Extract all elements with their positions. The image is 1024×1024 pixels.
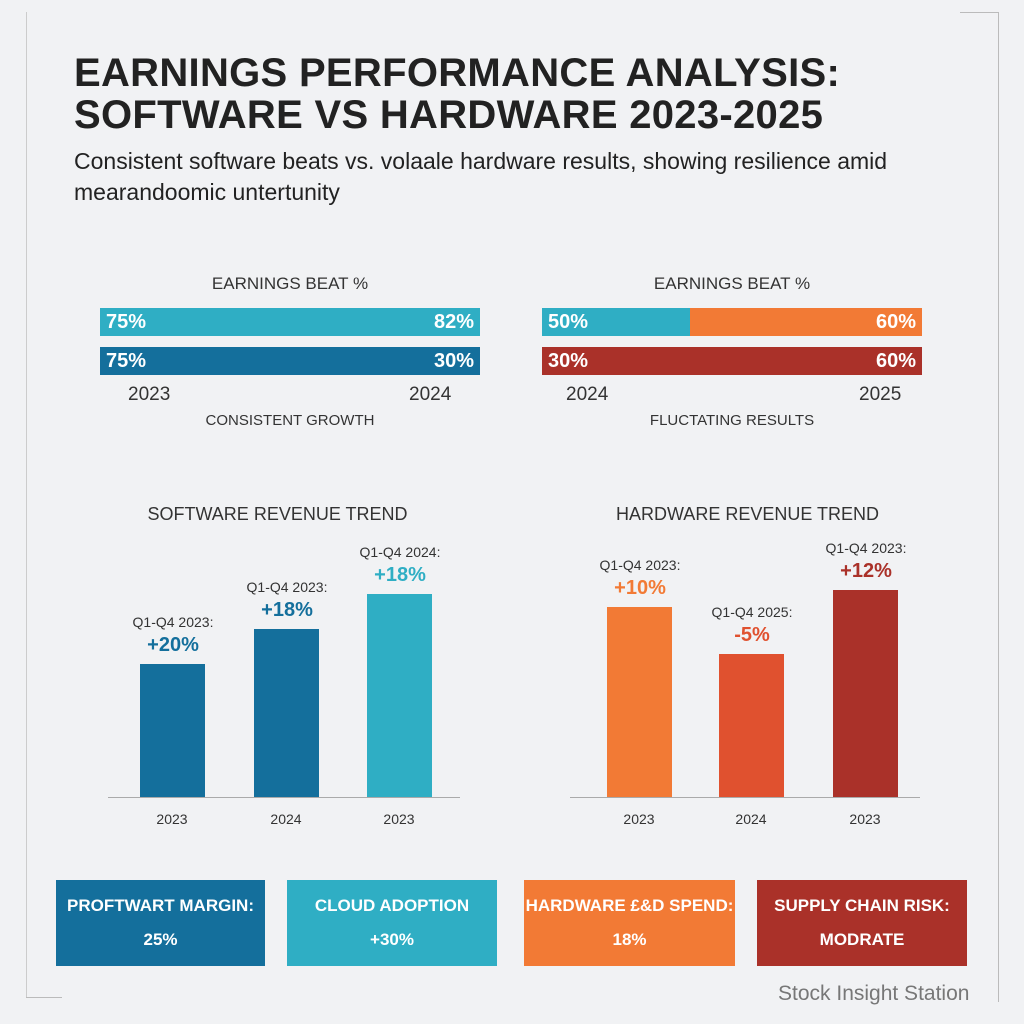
year-label: 2023: [128, 384, 171, 405]
bar-period-label: Q1-Q4 2023:: [825, 540, 907, 556]
frame-line: [26, 997, 62, 998]
x-tick-label: 2023: [383, 811, 415, 827]
kpi-value: +30%: [370, 930, 414, 949]
kpi-label: SUPPLY CHAIN RISK:: [774, 896, 950, 915]
year-label: 2024: [566, 384, 609, 405]
year-label: 2024: [409, 384, 452, 405]
bar-value-label: +18%: [374, 564, 426, 586]
beat-bar-software-1: 75% 82%: [100, 308, 480, 336]
bar-right-value: 60%: [875, 310, 916, 333]
bar-right-value: 60%: [875, 349, 916, 372]
bar-period-label: Q1-Q4 2024:: [359, 544, 441, 560]
bar-period-label: Q1-Q4 2023:: [132, 614, 214, 630]
kpi-card: PROFTWART MARGIN: 25%: [56, 880, 265, 966]
bar-value-label: +12%: [840, 560, 892, 582]
x-tick-label: 2023: [156, 811, 188, 827]
bar-period-label: Q1-Q4 2025:: [711, 604, 793, 620]
bar-value-label: +20%: [147, 634, 199, 656]
x-tick-label: 2023: [849, 811, 881, 827]
kpi-value: MODRATE: [819, 930, 905, 949]
revenue-bar: [140, 664, 205, 797]
bar-value-label: -5%: [734, 624, 770, 646]
revenue-bar: [367, 594, 432, 797]
bar-period-label: Q1-Q4 2023:: [599, 557, 681, 573]
software-trend-title: SOFTWARE REVENUE TREND: [147, 504, 408, 524]
beat-bar-hardware-2: 30% 60%: [542, 347, 922, 375]
brand-watermark: Stock Insight Station: [778, 982, 970, 1005]
beat-caption-software: CONSISTENT GROWTH: [205, 412, 375, 429]
kpi-card: HARDWARE £&D SPEND: 18%: [524, 880, 735, 966]
bar-value-label: +10%: [614, 577, 666, 599]
bar-right-value: 82%: [433, 310, 474, 333]
bar-period-label: Q1-Q4 2023:: [246, 579, 328, 595]
revenue-bar: [607, 607, 672, 797]
bar-right-value: 30%: [433, 349, 474, 372]
page-title: EARNINGS PERFORMANCE ANALYSIS: SOFTWARE …: [74, 52, 840, 136]
kpi-card: CLOUD ADOPTION +30%: [287, 880, 497, 966]
beat-bar-software-2: 75% 30%: [100, 347, 480, 375]
bar-left-value: 75%: [106, 310, 147, 333]
hardware-x-axis: [570, 797, 920, 798]
kpi-card: SUPPLY CHAIN RISK: MODRATE: [757, 880, 967, 966]
frame-line: [998, 12, 999, 1002]
title-line-2: SOFTWARE VS HARDWARE 2023-2025: [74, 93, 824, 137]
bar-left-value: 30%: [548, 349, 589, 372]
revenue-bar: [833, 590, 898, 797]
frame-line: [26, 12, 27, 997]
frame-line: [960, 12, 998, 13]
kpi-value: 25%: [143, 930, 178, 949]
x-tick-label: 2024: [735, 811, 767, 827]
x-tick-label: 2024: [270, 811, 302, 827]
subtitle: Consistent software beats vs. volaale ha…: [74, 148, 888, 205]
title-line-1: EARNINGS PERFORMANCE ANALYSIS:: [74, 51, 841, 95]
beat-title-software: EARNINGS BEAT %: [211, 274, 369, 293]
year-label: 2025: [859, 384, 902, 405]
kpi-label: CLOUD ADOPTION: [314, 896, 470, 915]
bar-value-label: +18%: [261, 599, 313, 621]
hardware-trend-title: HARDWARE REVENUE TREND: [615, 504, 880, 524]
revenue-bar: [719, 654, 784, 797]
software-x-axis: [108, 797, 460, 798]
kpi-label: HARDWARE £&D SPEND:: [525, 896, 734, 915]
kpi-label: PROFTWART MARGIN:: [67, 896, 254, 915]
revenue-bar: [254, 629, 319, 797]
kpi-value: 18%: [612, 930, 647, 949]
x-tick-label: 2023: [623, 811, 655, 827]
bar-left-value: 50%: [548, 310, 589, 333]
beat-bar-hardware-1: 50% 60%: [542, 308, 922, 336]
beat-caption-hardware: FLUCTATING RESULTS: [649, 412, 815, 429]
beat-title-hardware: EARNINGS BEAT %: [653, 274, 811, 293]
bar-left-value: 75%: [106, 349, 147, 372]
